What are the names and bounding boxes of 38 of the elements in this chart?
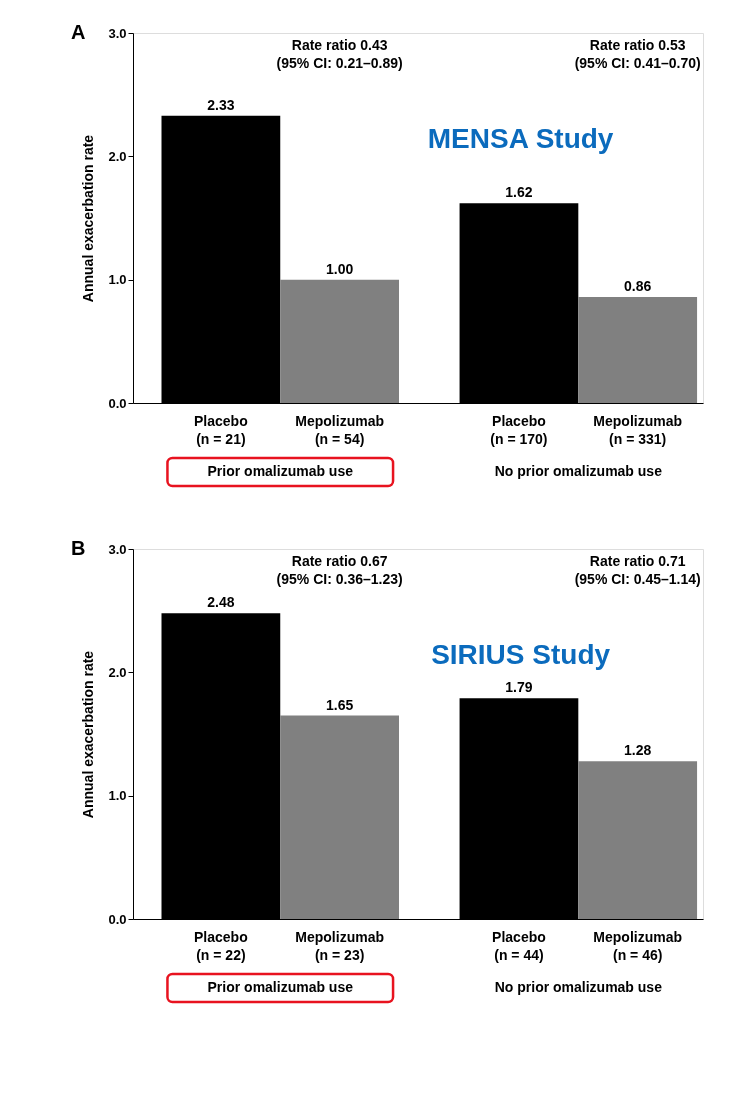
y-tick-label: 1.0 (108, 272, 127, 288)
data-label: 2.33 (207, 96, 235, 113)
data-label: 1.62 (505, 184, 533, 201)
chart-title: A (71, 21, 86, 43)
x-tick-label: Mepolizumab (n = 23) (295, 929, 384, 963)
annotation: Rate ratio 0.71 (95% CI: 0.45–1.14) (574, 553, 701, 587)
text: SIRIUS Study (431, 639, 611, 671)
text: No prior omalizumab use (494, 979, 663, 995)
annotation: Rate ratio 0.67 (95% CI: 0.36–1.23) (276, 553, 403, 587)
data-label: 1.79 (505, 679, 533, 696)
text: No prior omalizumab use (494, 463, 663, 479)
y-tick-label: 3.0 (108, 541, 127, 557)
x-tick-label: Mepolizumab (n = 54) (295, 413, 384, 447)
data-label: 1.00 (326, 260, 354, 277)
y-tick-label: 0.0 (108, 911, 127, 927)
y-tick-label: 1.0 (108, 788, 127, 804)
y-axis-title: Annual exacerbation rate (80, 134, 97, 303)
y-axis-title: Annual exacerbation rate (80, 650, 97, 819)
x-tick-label: Mepolizumab (n = 331) (593, 413, 683, 447)
y-tick-label: 3.0 (108, 25, 127, 41)
data-label: 1.28 (624, 742, 652, 759)
annotation: Rate ratio 0.53 (95% CI: 0.41–0.70) (574, 37, 701, 71)
x-tick-label: Placebo (n = 22) (194, 929, 248, 963)
text: MENSA Study (427, 123, 614, 155)
data-label: 2.48 (207, 594, 235, 611)
x-tick-label: Placebo (n = 44) (492, 929, 546, 963)
y-tick-label: 2.0 (108, 148, 127, 164)
x-tick-label: Mepolizumab (n = 46) (593, 929, 683, 963)
annotation: Rate ratio 0.43 (95% CI: 0.21–0.89) (276, 37, 403, 71)
text: Prior omalizumab use (207, 463, 354, 479)
data-label: 1.65 (326, 696, 354, 713)
chart-title: B (71, 537, 86, 559)
x-tick-label: Placebo (n = 170) (490, 413, 548, 447)
y-tick-label: 0.0 (108, 395, 127, 411)
data-label: 0.86 (624, 277, 652, 294)
text: Prior omalizumab use (207, 979, 354, 995)
y-tick-label: 2.0 (108, 664, 127, 680)
x-tick-label: Placebo (n = 21) (194, 413, 248, 447)
